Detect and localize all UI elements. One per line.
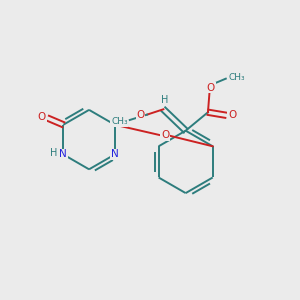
Text: CH₃: CH₃: [111, 117, 128, 126]
Text: N: N: [111, 149, 119, 160]
Text: O: O: [207, 82, 215, 93]
Text: H: H: [50, 148, 58, 158]
Text: O: O: [38, 112, 46, 122]
Text: N: N: [59, 149, 67, 160]
Text: CH₃: CH₃: [229, 73, 245, 82]
Text: O: O: [136, 110, 145, 120]
Text: O: O: [228, 110, 236, 120]
Text: O: O: [161, 130, 170, 140]
Text: H: H: [161, 95, 169, 105]
